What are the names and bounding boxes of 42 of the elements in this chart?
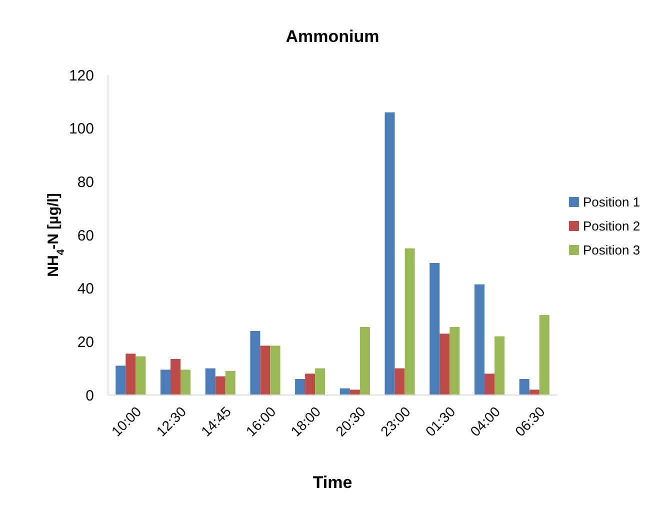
chart-title: Ammonium	[286, 27, 380, 46]
bar	[404, 248, 415, 395]
bar	[250, 331, 260, 395]
bar	[539, 315, 550, 395]
x-axis-title: Time	[312, 473, 352, 492]
bar	[180, 370, 191, 395]
bar	[170, 359, 181, 395]
y-tick-label: 20	[77, 334, 94, 351]
bar	[116, 366, 126, 395]
bar	[305, 374, 316, 395]
bar	[270, 346, 280, 395]
bar	[494, 336, 505, 395]
y-tick-label: 60	[77, 227, 94, 244]
bar	[430, 263, 440, 395]
bar	[136, 356, 146, 395]
bar	[384, 112, 395, 395]
bar	[215, 376, 226, 395]
bar	[440, 334, 450, 395]
bar	[474, 284, 484, 395]
bar	[225, 371, 236, 395]
bar	[519, 379, 530, 395]
y-tick-label: 100	[68, 120, 94, 138]
bar	[394, 368, 405, 395]
bar	[350, 390, 360, 395]
bar	[450, 327, 460, 395]
legend-label: Position 1	[583, 194, 640, 210]
y-tick-label: 120	[68, 67, 94, 84]
y-tick-label: 40	[77, 280, 94, 298]
y-tick-label: 0	[86, 387, 94, 404]
legend-label: Position 3	[583, 242, 640, 258]
bar	[295, 379, 306, 395]
bar	[205, 368, 216, 395]
bar	[340, 388, 350, 395]
legend-label: Position 2	[583, 218, 640, 234]
bar	[260, 346, 270, 395]
y-tick-label: 80	[77, 174, 94, 191]
bar	[160, 370, 170, 395]
bar	[315, 368, 326, 395]
bar	[529, 390, 540, 395]
bar	[126, 354, 136, 395]
bar	[484, 374, 494, 395]
bar	[360, 327, 370, 395]
